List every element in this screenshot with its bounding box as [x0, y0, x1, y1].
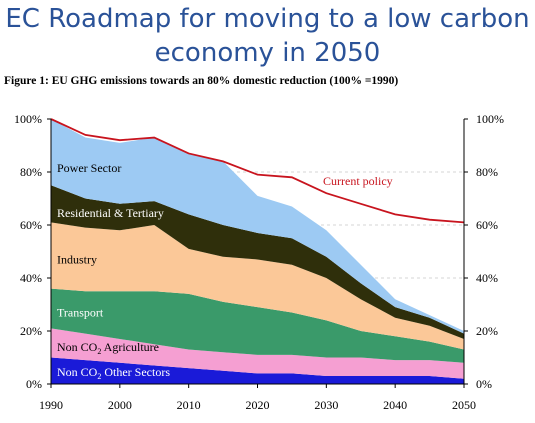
y-tick-label-right: 0%	[476, 377, 492, 391]
y-tick-label-left: 40%	[20, 271, 42, 285]
x-tick-label: 2020	[246, 398, 270, 412]
y-tick-label-left: 0%	[26, 377, 42, 391]
slide-title: EC Roadmap for moving to a low carbon eco…	[0, 2, 535, 70]
series-label-non-co2-other: Non CO2 Other Sectors	[57, 365, 170, 381]
series-label-non-co2-agriculture: Non CO2 Agriculture	[57, 340, 159, 356]
y-tick-label-left: 100%	[14, 112, 42, 126]
y-tick-label-right: 80%	[476, 165, 498, 179]
series-labels: Non CO2 Other Sectors Non CO2 Agriculture…	[57, 161, 170, 381]
y-tick-label-left: 60%	[20, 218, 42, 232]
axes: 0% 0% 20% 20% 40% 40% 60% 60% 80% 80% 100% 100% 1990…	[14, 112, 504, 412]
area-residential-tertiary	[51, 185, 464, 339]
area-transport	[51, 288, 464, 363]
stacked-areas	[51, 119, 464, 384]
figure-caption: Figure 1: EU GHG emissions towards an 80…	[4, 75, 399, 87]
x-tick-label: 2000	[108, 398, 132, 412]
area-non-co2-agriculture	[51, 328, 464, 379]
series-label-industry: Industry	[57, 252, 97, 266]
y-tick-label-right: 40%	[476, 271, 498, 285]
area-non-co2-other	[51, 357, 464, 384]
current-policy-label: Current policy	[323, 174, 393, 188]
x-tick-label: 2040	[383, 398, 407, 412]
y-tick-label-right: 100%	[476, 112, 504, 126]
x-tick-label: 2050	[452, 398, 476, 412]
y-tick-label-right: 60%	[476, 218, 498, 232]
series-label-transport: Transport	[57, 305, 104, 319]
x-tick-label: 2010	[177, 398, 201, 412]
series-label-residential-tertiary: Residential & Tertiary	[57, 206, 164, 220]
y-tick-label-left: 80%	[20, 165, 42, 179]
y-tick-label-right: 20%	[476, 324, 498, 338]
policy-line-layer: Current policy	[50, 118, 465, 224]
y-tick-label-left: 20%	[20, 324, 42, 338]
series-label-power-sector: Power Sector	[57, 161, 121, 175]
slide-title-line-2: economy in 2050	[154, 38, 381, 68]
x-tick-label: 1990	[39, 398, 63, 412]
area-industry	[51, 222, 464, 350]
area-power-sector	[51, 119, 464, 334]
x-tick-label: 2030	[314, 398, 338, 412]
current-policy-line	[50, 118, 465, 224]
slide-title-line-1: EC Roadmap for moving to a low carbon	[5, 4, 530, 34]
